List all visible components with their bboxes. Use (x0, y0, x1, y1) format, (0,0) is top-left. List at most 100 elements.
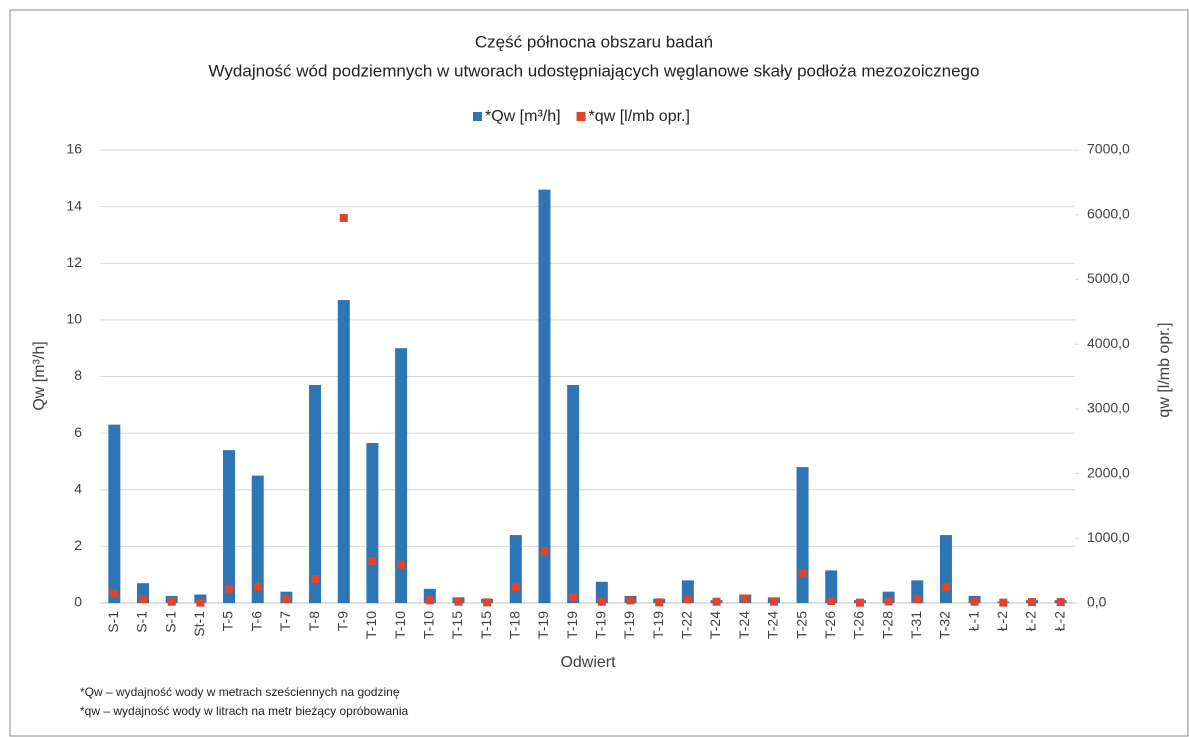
y2-tick-label: 0,0 (1087, 594, 1107, 610)
x-tick-label: T-9 (334, 611, 350, 631)
x-tick-label: T-19 (621, 611, 637, 639)
bar (337, 300, 350, 603)
x-tick-label: T-5 (220, 611, 236, 631)
point (855, 598, 864, 607)
bar (223, 450, 236, 603)
point (1056, 598, 1065, 607)
x-tick-label: Ł-2 (1051, 611, 1067, 631)
x-tick-label: S-1 (134, 611, 150, 633)
chart-subtitle: Wydajność wód podziemnych w utworach udo… (209, 61, 980, 80)
point (941, 582, 950, 591)
y-tick-label: 14 (66, 197, 82, 213)
point (741, 594, 750, 603)
y-tick-label: 10 (66, 311, 82, 327)
bar (251, 475, 264, 603)
y2-tick-label: 2000,0 (1087, 464, 1130, 480)
point (769, 597, 778, 606)
point (884, 597, 893, 606)
x-tick-label: T-26 (851, 611, 867, 639)
point (139, 595, 148, 604)
footnote: *qw – wydajność wody w litrach na metr b… (80, 704, 408, 718)
point (540, 547, 549, 556)
x-tick-label: T-24 (707, 611, 723, 639)
point (483, 598, 492, 607)
x-tick-label: T-7 (277, 611, 293, 631)
x-tick-label: T-19 (593, 611, 609, 639)
point (196, 598, 205, 607)
x-tick-label: T-15 (449, 611, 465, 639)
point (597, 597, 606, 606)
bar (595, 581, 608, 603)
x-tick-label: Ł-2 (1023, 611, 1039, 631)
y-tick-label: 0 (74, 594, 82, 610)
point (454, 597, 463, 606)
y-tick-label: 6 (74, 424, 82, 440)
point (683, 595, 692, 604)
point (425, 596, 434, 605)
x-tick-label: S-1 (105, 611, 121, 633)
x-tick-label: T-28 (879, 611, 895, 639)
legend-label: *Qw [m³/h] (485, 108, 561, 125)
point (827, 597, 836, 606)
y2-axis-label: qw [l/mb opr.] (1156, 322, 1173, 417)
point (282, 595, 291, 604)
x-tick-label: T-24 (765, 611, 781, 639)
point (368, 556, 377, 565)
x-tick-label: T-32 (937, 611, 953, 639)
bar (567, 384, 580, 603)
point (397, 560, 406, 569)
x-tick-label: T-10 (392, 611, 408, 639)
y-tick-label: 16 (66, 141, 82, 157)
legend-swatch (473, 112, 482, 121)
chart-title: Część północna obszaru badań (475, 32, 713, 51)
bar (882, 591, 895, 603)
y2-tick-label: 3000,0 (1087, 400, 1130, 416)
x-tick-label: S-1 (162, 611, 178, 633)
point (970, 597, 979, 606)
legend-swatch (576, 112, 586, 121)
x-tick-label: T-19 (650, 611, 666, 639)
y-tick-label: 12 (66, 254, 82, 270)
bar (538, 189, 551, 603)
x-tick-label: T-26 (822, 611, 838, 639)
y-axis-label: Qw [m³/h] (31, 341, 48, 410)
bar (366, 443, 379, 603)
bar (939, 535, 952, 603)
x-tick-label: T-6 (248, 611, 264, 631)
bar (825, 570, 838, 603)
bar (309, 384, 322, 603)
x-tick-label: T-22 (679, 611, 695, 639)
y2-tick-label: 6000,0 (1087, 205, 1130, 221)
y2-tick-label: 7000,0 (1087, 141, 1130, 157)
x-tick-label: T-15 (478, 611, 494, 639)
y2-tick-label: 1000,0 (1087, 529, 1130, 545)
bar (108, 424, 121, 603)
point (167, 597, 176, 606)
x-tick-label: T-10 (420, 611, 436, 639)
x-tick-label: St-1 (191, 611, 207, 637)
point (712, 597, 721, 606)
point (225, 584, 234, 593)
point (1027, 598, 1036, 607)
x-tick-label: Ł-2 (994, 611, 1010, 631)
y-tick-label: 4 (74, 480, 82, 496)
x-tick-label: T-8 (306, 611, 322, 631)
x-tick-label: T-31 (908, 611, 924, 639)
point (913, 595, 922, 604)
point (626, 596, 635, 605)
point (253, 582, 262, 591)
point (999, 598, 1008, 607)
point (798, 569, 807, 578)
footnote: *Qw – wydajność wody w metrach sześcienn… (80, 685, 400, 699)
x-tick-label: T-25 (793, 611, 809, 639)
x-tick-label: T-18 (507, 611, 523, 639)
x-tick-label: T-24 (736, 611, 752, 639)
bar (796, 467, 809, 603)
point (339, 213, 348, 222)
point (569, 593, 578, 602)
x-tick-label: T-19 (535, 611, 551, 639)
point (311, 575, 320, 584)
y2-tick-label: 5000,0 (1087, 270, 1130, 286)
x-axis-label: Odwiert (560, 654, 616, 671)
